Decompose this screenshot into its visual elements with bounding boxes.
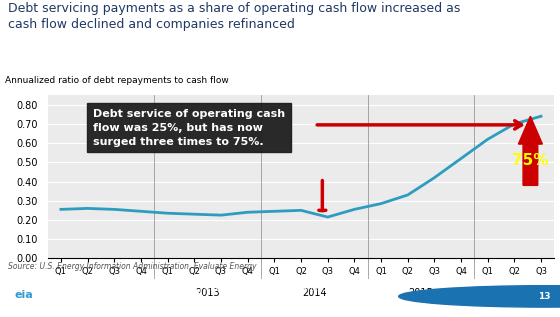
Text: 2013: 2013: [195, 288, 220, 298]
Text: 2014: 2014: [302, 288, 326, 298]
Circle shape: [0, 283, 203, 310]
Circle shape: [399, 286, 560, 307]
Text: Markets and Financial Analysis Team | Financial Review Third-quarter 2016: Markets and Financial Analysis Team | Fi…: [56, 284, 343, 294]
Text: Annualized ratio of debt repayments to cash flow: Annualized ratio of debt repayments to c…: [4, 76, 228, 85]
Text: 2016: 2016: [502, 288, 527, 298]
Text: 2012: 2012: [88, 288, 113, 298]
Text: December 2016: December 2016: [56, 300, 117, 309]
Text: Source: U.S. Energy Information Administration, Evaluate Energy: Source: U.S. Energy Information Administ…: [8, 262, 257, 270]
Text: 75%: 75%: [512, 153, 549, 168]
Text: 13: 13: [538, 292, 550, 301]
Text: Debt servicing payments as a share of operating cash flow increased as
cash flow: Debt servicing payments as a share of op…: [8, 2, 461, 30]
Text: eia: eia: [14, 290, 33, 300]
Polygon shape: [519, 116, 543, 185]
Text: Debt service of operating cash
flow was 25%, but has now
surged three times to 7: Debt service of operating cash flow was …: [93, 108, 285, 146]
Text: 2015: 2015: [409, 288, 433, 298]
